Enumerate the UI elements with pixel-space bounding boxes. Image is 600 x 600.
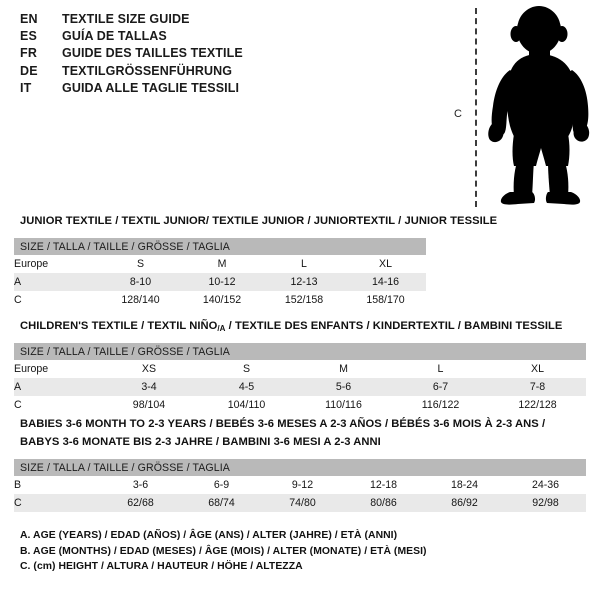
table-cell: 6-7 (392, 378, 489, 396)
babies-section-heading-line2: BABYS 3-6 MONATE BIS 2-3 JAHRE / BAMBINI… (20, 436, 381, 448)
table-cell: 86/92 (424, 494, 505, 512)
children-band-label: SIZE / TALLA / TAILLE / GRÖSSE / TAGLIA (14, 343, 587, 360)
height-measure-label: C (454, 108, 463, 120)
junior-band-label: SIZE / TALLA / TAILLE / GRÖSSE / TAGLIA (14, 238, 427, 255)
language-code: ES (20, 29, 38, 44)
language-title: GUÍA DE TALLAS (62, 29, 167, 44)
toddler-silhouette-icon (488, 6, 590, 205)
table-cell: 3-6 (100, 476, 181, 494)
table-cell: 140/152 (181, 291, 263, 309)
table-cell: 24-36 (505, 476, 587, 494)
table-cell: 110/116 (295, 396, 392, 414)
children-table-band-row: SIZE / TALLA / TAILLE / GRÖSSE / TAGLIA (14, 343, 587, 360)
table-cell: M (181, 255, 263, 273)
language-code: DE (20, 63, 38, 78)
babies-size-table: SIZE / TALLA / TAILLE / GRÖSSE / TAGLIA … (14, 459, 587, 512)
language-code: FR (20, 46, 38, 61)
table-cell: 12-13 (263, 273, 345, 291)
table-cell: 14-16 (345, 273, 427, 291)
table-cell: 152/158 (263, 291, 345, 309)
table-cell: 8-10 (100, 273, 181, 291)
height-illustration: C (440, 4, 600, 209)
table-cell: 62/68 (100, 494, 181, 512)
row-label: A (14, 273, 100, 291)
table-cell: 98/104 (100, 396, 198, 414)
table-cell: XL (345, 255, 427, 273)
children-heading-pre: CHILDREN'S TEXTILE / TEXTIL NIÑO (20, 320, 218, 332)
table-row: C 128/140 140/152 152/158 158/170 (14, 291, 427, 309)
row-label: A (14, 378, 100, 396)
babies-section-heading-line1: BABIES 3-6 MONTH TO 2-3 YEARS / BEBÉS 3-… (20, 418, 546, 430)
table-cell: 3-4 (100, 378, 198, 396)
table-cell: XS (100, 360, 198, 378)
table-cell: 9-12 (262, 476, 343, 494)
table-cell: 4-5 (198, 378, 295, 396)
language-code: IT (20, 80, 32, 95)
table-cell: 116/122 (392, 396, 489, 414)
row-label: B (14, 476, 100, 494)
table-cell: 74/80 (262, 494, 343, 512)
measurement-legend: A. AGE (YEARS) / EDAD (AÑOS) / ÂGE (ANS)… (20, 530, 580, 577)
table-cell: 18-24 (424, 476, 505, 494)
language-title: GUIDA ALLE TAGLIE TESSILI (62, 80, 240, 95)
junior-section-heading: JUNIOR TEXTILE / TEXTIL JUNIOR/ TEXTILE … (20, 215, 498, 227)
table-cell: 158/170 (345, 291, 427, 309)
table-cell: 5-6 (295, 378, 392, 396)
language-row: DE TEXTILGRÖSSENFÜHRUNG (20, 64, 420, 81)
table-row: Europe XS S M L XL (14, 360, 587, 378)
table-row: Europe S M L XL (14, 255, 427, 273)
table-cell: L (392, 360, 489, 378)
babies-band-label: SIZE / TALLA / TAILLE / GRÖSSE / TAGLIA (14, 459, 587, 476)
row-label: C (14, 494, 100, 512)
babies-table-band-row: SIZE / TALLA / TAILLE / GRÖSSE / TAGLIA (14, 459, 587, 476)
children-heading-subscript: /A (217, 324, 226, 333)
dashed-height-line-icon (475, 8, 477, 207)
legend-line-b: B. AGE (MONTHS) / EDAD (MESES) / ÂGE (MO… (20, 545, 427, 557)
table-cell: 80/86 (343, 494, 424, 512)
junior-table-band-row: SIZE / TALLA / TAILLE / GRÖSSE / TAGLIA (14, 238, 427, 255)
row-label: C (14, 291, 100, 309)
row-label: Europe (14, 255, 100, 273)
table-cell: L (263, 255, 345, 273)
table-cell: 122/128 (489, 396, 587, 414)
table-cell: 12-18 (343, 476, 424, 494)
table-cell: XL (489, 360, 587, 378)
table-cell: 92/98 (505, 494, 587, 512)
table-cell: 128/140 (100, 291, 181, 309)
language-title: GUIDE DES TAILLES TEXTILE (62, 46, 243, 61)
row-label: C (14, 396, 100, 414)
table-cell: M (295, 360, 392, 378)
table-cell: 104/110 (198, 396, 295, 414)
language-row: ES GUÍA DE TALLAS (20, 29, 420, 46)
language-row: IT GUIDA ALLE TAGLIE TESSILI (20, 81, 420, 98)
legend-line-a: A. AGE (YEARS) / EDAD (AÑOS) / ÂGE (ANS)… (20, 530, 398, 541)
children-section-heading: CHILDREN'S TEXTILE / TEXTIL NIÑO/A / TEX… (20, 320, 562, 333)
table-row: C 98/104 104/110 110/116 116/122 122/128 (14, 396, 587, 414)
language-title: TEXTILE SIZE GUIDE (62, 12, 190, 26)
table-row: A 8-10 10-12 12-13 14-16 (14, 273, 427, 291)
table-cell: S (100, 255, 181, 273)
language-title-list: EN TEXTILE SIZE GUIDE ES GUÍA DE TALLAS … (20, 12, 420, 98)
language-row: FR GUIDE DES TAILLES TEXTILE (20, 46, 420, 63)
table-cell: 6-9 (181, 476, 262, 494)
language-title: TEXTILGRÖSSENFÜHRUNG (62, 63, 233, 78)
children-heading-post: / TEXTILE DES ENFANTS / KINDERTEXTIL / B… (225, 320, 563, 332)
table-cell: 68/74 (181, 494, 262, 512)
table-cell: S (198, 360, 295, 378)
table-row: B 3-6 6-9 9-12 12-18 18-24 24-36 (14, 476, 587, 494)
row-label: Europe (14, 360, 100, 378)
language-row: EN TEXTILE SIZE GUIDE (20, 12, 420, 29)
table-cell: 7-8 (489, 378, 587, 396)
table-cell: 10-12 (181, 273, 263, 291)
language-code: EN (20, 12, 38, 26)
junior-size-table: SIZE / TALLA / TAILLE / GRÖSSE / TAGLIA … (14, 238, 427, 309)
children-size-table: SIZE / TALLA / TAILLE / GRÖSSE / TAGLIA … (14, 343, 587, 414)
table-row: C 62/68 68/74 74/80 80/86 86/92 92/98 (14, 494, 587, 512)
table-row: A 3-4 4-5 5-6 6-7 7-8 (14, 378, 587, 396)
legend-line-c: C. (cm) HEIGHT / ALTURA / HAUTEUR / HÖHE… (20, 561, 303, 572)
